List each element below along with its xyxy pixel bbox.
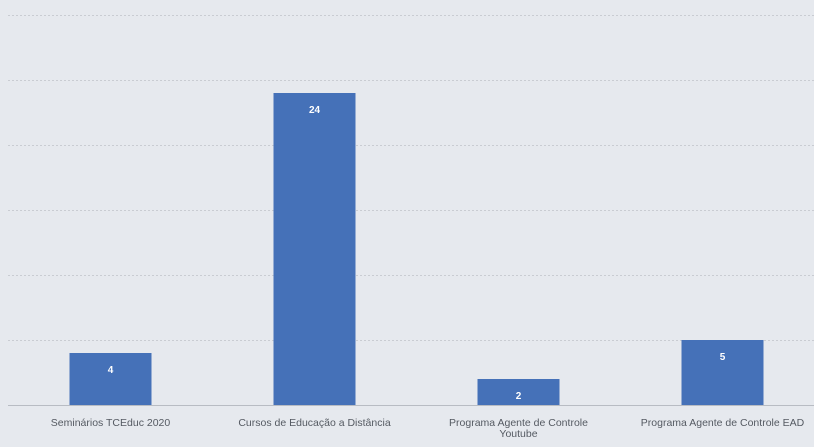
- bar-1: [69, 353, 152, 405]
- bars: 4 24 2 5: [69, 93, 764, 405]
- category-label-line: Seminários TCEduc 2020: [51, 417, 171, 429]
- bar-3: [477, 379, 560, 405]
- data-label-3: 2: [516, 391, 522, 402]
- category-label-4: Programa Agente de Controle EAD: [641, 417, 805, 429]
- data-label-2: 24: [309, 105, 321, 116]
- category-label-1: Seminários TCEduc 2020: [51, 417, 171, 429]
- data-label-4: 5: [720, 352, 726, 363]
- gridlines: [8, 15, 814, 406]
- category-label-3: Programa Agente de Controle Youtube: [449, 417, 588, 440]
- category-label-line: Cursos de Educação a Distância: [238, 417, 390, 429]
- bar-4: [681, 340, 764, 405]
- bar-2: [273, 93, 356, 405]
- category-label-line: Programa Agente de Controle: [449, 417, 588, 429]
- data-label-1: 4: [108, 365, 114, 376]
- category-labels: Seminários TCEduc 2020 Cursos de Educação…: [51, 417, 805, 440]
- category-label-line: Youtube: [499, 428, 537, 440]
- category-label-line: Programa Agente de Controle EAD: [641, 417, 805, 429]
- category-label-2: Cursos de Educação a Distância: [238, 417, 390, 429]
